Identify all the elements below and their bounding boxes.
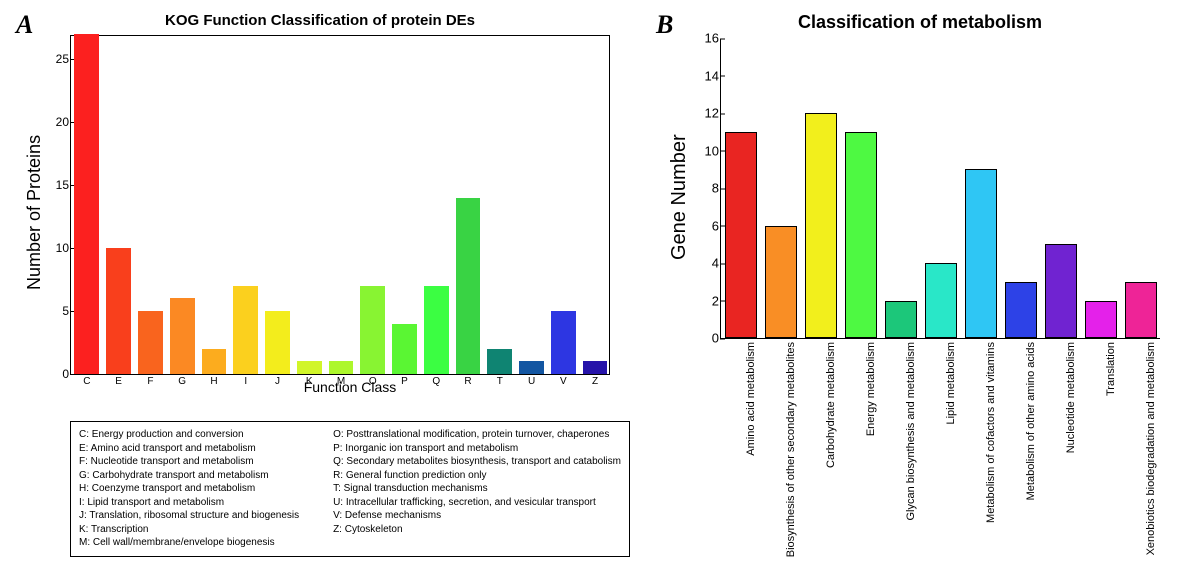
legend-col-left: C: Energy production and conversionE: Am… <box>79 428 313 550</box>
bar <box>1005 282 1038 338</box>
xtick: Metabolism of cofactors and vitamins <box>985 342 997 523</box>
xtick: F <box>147 376 153 387</box>
legend-row: O: Posttranslational modification, prote… <box>333 428 621 442</box>
bar <box>329 361 354 374</box>
xtick: R <box>464 376 471 387</box>
xtick: Translation <box>1105 342 1117 396</box>
legend-row: E: Amino acid transport and metabolism <box>79 442 313 456</box>
xtick: M <box>337 376 345 387</box>
xtick: Energy metabolism <box>865 342 877 436</box>
xtick: O <box>369 376 377 387</box>
xtick: J <box>275 376 280 387</box>
bar <box>138 311 163 374</box>
panel-b-xticks: Amino acid metabolismBiosynthesis of oth… <box>721 338 1160 518</box>
panel-b-ylabel: Gene Number <box>668 134 691 260</box>
bar <box>805 113 838 338</box>
panel-a-xticks: CEFGHIJKMOPQRTUVZ <box>71 376 609 392</box>
legend-row: C: Energy production and conversion <box>79 428 313 442</box>
legend-row: T: Signal transduction mechanisms <box>333 482 621 496</box>
bar <box>106 248 131 374</box>
xtick: Xenobiotics biodegradation and metabolis… <box>1145 342 1157 555</box>
panel-b-chart: 0246810121416 Amino acid metabolismBiosy… <box>720 39 1160 339</box>
bar <box>456 198 481 374</box>
panel-b-label: B <box>656 10 673 40</box>
legend-row: Z: Cytoskeleton <box>333 523 621 537</box>
xtick: Amino acid metabolism <box>745 342 757 456</box>
xtick: Biosynthesis of other secondary metaboli… <box>785 342 797 557</box>
xtick: E <box>115 376 122 387</box>
ytick: 0 <box>681 331 719 346</box>
legend-row: I: Lipid transport and metabolism <box>79 496 313 510</box>
xtick: I <box>244 376 247 387</box>
legend-row: K: Transcription <box>79 523 313 537</box>
xtick: Carbohydrate metabolism <box>825 342 837 468</box>
bar <box>360 286 385 374</box>
legend-row: Q: Secondary metabolites biosynthesis, t… <box>333 455 621 469</box>
panel-a-plot <box>71 36 609 374</box>
xtick: H <box>210 376 217 387</box>
xtick: K <box>306 376 313 387</box>
ytick: 14 <box>681 68 719 83</box>
panel-a-legend: C: Energy production and conversionE: Am… <box>70 421 630 557</box>
xtick: C <box>83 376 90 387</box>
ytick: 16 <box>681 31 719 46</box>
panel-b-plot <box>721 39 1160 338</box>
panel-a-ylabel: Number of Proteins <box>24 135 45 290</box>
bar <box>1085 301 1118 339</box>
panel-a-title: KOG Function Classification of protein D… <box>10 12 630 29</box>
panel-b-title: Classification of metabolism <box>650 12 1190 33</box>
xtick: G <box>178 376 186 387</box>
bar <box>392 324 417 374</box>
xtick: U <box>528 376 535 387</box>
legend-row: J: Translation, ribosomal structure and … <box>79 509 313 523</box>
ytick: 0 <box>31 367 69 381</box>
panel-a: A KOG Function Classification of protein… <box>10 10 630 557</box>
bar <box>233 286 258 374</box>
legend-row: P: Inorganic ion transport and metabolis… <box>333 442 621 456</box>
xtick: Metabolism of other amino acids <box>1025 342 1037 500</box>
bar <box>965 169 998 338</box>
xtick: T <box>497 376 503 387</box>
bar <box>925 263 958 338</box>
bar <box>297 361 322 374</box>
legend-row: V: Defense mechanisms <box>333 509 621 523</box>
ytick: 5 <box>31 304 69 318</box>
xtick: P <box>401 376 408 387</box>
legend-row: M: Cell wall/membrane/envelope biogenesi… <box>79 536 313 550</box>
ytick: 20 <box>31 115 69 129</box>
legend-row: R: General function prediction only <box>333 469 621 483</box>
xtick: Lipid metabolism <box>945 342 957 425</box>
bar <box>845 132 878 338</box>
xtick: V <box>560 376 567 387</box>
bar <box>583 361 608 374</box>
ytick: 12 <box>681 106 719 121</box>
panel-b: B Classification of metabolism 024681012… <box>650 10 1190 557</box>
legend-row: U: Intracellular trafficking, secretion,… <box>333 496 621 510</box>
legend-col-right: O: Posttranslational modification, prote… <box>333 428 621 550</box>
xtick: Z <box>592 376 598 387</box>
legend-row: F: Nucleotide transport and metabolism <box>79 455 313 469</box>
bar <box>725 132 758 338</box>
bar <box>74 34 99 374</box>
bar <box>1045 244 1078 338</box>
ytick: 25 <box>31 52 69 66</box>
bar <box>765 226 798 339</box>
bar <box>202 349 227 374</box>
xtick: Q <box>432 376 440 387</box>
ytick: 2 <box>681 293 719 308</box>
bar <box>487 349 512 374</box>
xtick: Glycan biosynthesis and metabolism <box>905 342 917 521</box>
bar <box>265 311 290 374</box>
panel-a-chart: 0510152025 CEFGHIJKMOPQRTUVZ <box>70 35 610 375</box>
legend-row: G: Carbohydrate transport and metabolism <box>79 469 313 483</box>
bar <box>519 361 544 374</box>
bar <box>551 311 576 374</box>
bar <box>885 301 918 339</box>
bar <box>1125 282 1158 338</box>
legend-row: H: Coenzyme transport and metabolism <box>79 482 313 496</box>
bar <box>424 286 449 374</box>
bar <box>170 298 195 374</box>
xtick: Nucleotide metabolism <box>1065 342 1077 453</box>
